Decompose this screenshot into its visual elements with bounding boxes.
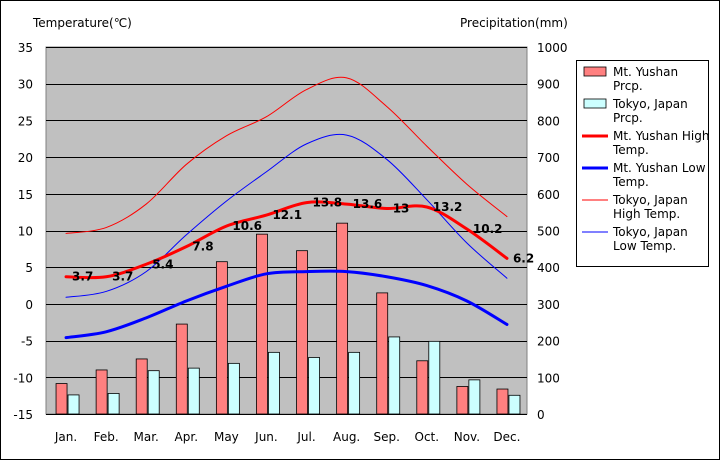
left-tick-label: 15 bbox=[18, 188, 33, 202]
left-tick-label: -5 bbox=[21, 335, 33, 349]
right-tick-label: 300 bbox=[537, 298, 560, 312]
right-tick-label: 1000 bbox=[537, 41, 568, 55]
data-labels: 3.7 3.7 5.4 7.8 10.6 12.1 13.8 13.6 13 13.2 10.2 6.… bbox=[72, 196, 534, 284]
data-label-high-temp: 13.2 bbox=[433, 200, 463, 214]
legend-label: Mt. Yushan Low bbox=[613, 161, 706, 175]
bar-tokyo-prcp bbox=[308, 357, 320, 415]
data-label-high-temp: 7.8 bbox=[192, 240, 213, 254]
bars bbox=[55, 222, 521, 415]
left-tick-label: -10 bbox=[13, 371, 33, 385]
right-axis-title: Precipitation(mm) bbox=[460, 16, 568, 30]
bar-mt-yushan-prcp bbox=[496, 388, 509, 415]
data-label-high-temp: 10.2 bbox=[473, 222, 503, 236]
x-tick-label: Apr. bbox=[175, 430, 198, 444]
legend-label: Mt. Yushan bbox=[613, 65, 678, 79]
data-label-high-temp: 13.8 bbox=[313, 196, 343, 210]
left-tick-label: 25 bbox=[18, 114, 33, 128]
left-tick-label: -15 bbox=[13, 408, 33, 422]
bar-tokyo-prcp bbox=[388, 336, 401, 415]
bar-mt-yushan-prcp bbox=[135, 358, 148, 415]
right-tick-label: 200 bbox=[537, 335, 560, 349]
left-tick-label: 10 bbox=[18, 225, 33, 239]
bar-tokyo-prcp bbox=[227, 362, 240, 415]
bar-tokyo-prcp bbox=[268, 351, 280, 415]
x-tick-label: Jun. bbox=[254, 430, 278, 444]
bar-mt-yushan-prcp bbox=[215, 261, 228, 415]
x-tick-label: Jul. bbox=[296, 430, 315, 444]
bar-mt-yushan-prcp bbox=[95, 369, 108, 415]
bar-mt-yushan-prcp bbox=[256, 233, 268, 415]
right-tick-label: 600 bbox=[537, 188, 560, 202]
bar-mt-yushan-prcp bbox=[376, 292, 389, 415]
bar-mt-yushan-prcp bbox=[336, 222, 349, 415]
line-tokyo-japan-high-temp bbox=[65, 76, 508, 234]
x-tick-label: Mar. bbox=[134, 430, 159, 444]
bar-tokyo-prcp bbox=[428, 340, 441, 415]
data-label-high-temp: 13 bbox=[393, 201, 410, 215]
legend-label: Temp. bbox=[612, 175, 649, 189]
left-tick-label: 35 bbox=[18, 41, 33, 55]
left-tick-label: 30 bbox=[18, 78, 33, 92]
plot-area bbox=[45, 46, 528, 415]
right-tick-label: 700 bbox=[537, 151, 560, 165]
x-tick-label: May bbox=[214, 430, 239, 444]
data-label-high-temp: 3.7 bbox=[112, 270, 133, 284]
data-label-high-temp: 3.7 bbox=[72, 270, 93, 284]
x-tick-label: Jan. bbox=[54, 430, 77, 444]
legend-label: Tokyo, Japan bbox=[612, 225, 688, 239]
bar-mt-yushan-prcp bbox=[175, 323, 188, 415]
bar-tokyo-prcp bbox=[107, 393, 120, 415]
bar-mt-yushan-prcp bbox=[456, 386, 469, 415]
legend-label: Tokyo, Japan bbox=[612, 193, 688, 207]
gridlines bbox=[46, 47, 527, 415]
data-label-high-temp: 13.6 bbox=[353, 197, 383, 211]
x-tick-label: Oct. bbox=[415, 430, 440, 444]
legend-label: Tokyo, Japan bbox=[612, 97, 688, 111]
x-tick-label: Dec. bbox=[493, 430, 520, 444]
right-tick-label: 100 bbox=[537, 371, 560, 385]
right-tick-label: 900 bbox=[537, 78, 560, 92]
legend-swatch bbox=[583, 66, 607, 77]
legend-label: High Temp. bbox=[613, 207, 680, 221]
bar-tokyo-prcp bbox=[508, 394, 521, 415]
x-tick-label: Sep. bbox=[373, 430, 399, 444]
legend-label: Prcp. bbox=[613, 79, 643, 93]
axes: -15 -10 -5 0 5 10 15 20 25 30 35 0 100 200 300 400 500 60… bbox=[13, 41, 567, 444]
legend-swatch bbox=[583, 98, 607, 109]
right-tick-label: 500 bbox=[537, 225, 560, 239]
line-tokyo-japan-low-temp bbox=[65, 133, 508, 298]
lines bbox=[64, 76, 509, 340]
x-tick-label: Nov. bbox=[454, 430, 480, 444]
legend-label: Temp. bbox=[612, 143, 649, 157]
right-tick-label: 800 bbox=[537, 114, 560, 128]
line-mt-yushan-high-temp bbox=[64, 200, 509, 280]
legend-label: Prcp. bbox=[613, 111, 643, 125]
right-tick-label: 0 bbox=[537, 408, 545, 422]
left-axis-title: Temperature(℃) bbox=[32, 16, 132, 30]
data-label-high-temp: 10.6 bbox=[232, 219, 262, 233]
x-tick-label: Aug. bbox=[333, 430, 360, 444]
legend-label: Low Temp. bbox=[613, 239, 676, 253]
data-label-high-temp: 5.4 bbox=[152, 257, 173, 271]
bar-mt-yushan-prcp bbox=[416, 360, 429, 415]
left-tick-label: 5 bbox=[25, 261, 33, 275]
bar-tokyo-prcp bbox=[348, 351, 361, 415]
bar-mt-yushan-prcp bbox=[55, 383, 68, 415]
data-label-high-temp: 12.1 bbox=[272, 208, 302, 222]
legend-label: Mt. Yushan High bbox=[613, 129, 709, 143]
line-mt-yushan-low-temp bbox=[64, 269, 509, 340]
bar-tokyo-prcp bbox=[187, 367, 200, 415]
bar-mt-yushan-prcp bbox=[296, 250, 308, 415]
left-tick-label: 0 bbox=[25, 298, 33, 312]
data-label-high-temp: 6.2 bbox=[513, 251, 534, 265]
x-tick-label: Feb. bbox=[94, 430, 119, 444]
bar-tokyo-prcp bbox=[468, 379, 481, 415]
bar-tokyo-prcp bbox=[67, 394, 80, 415]
left-tick-label: 20 bbox=[18, 151, 33, 165]
bar-tokyo-prcp bbox=[147, 370, 160, 415]
right-tick-label: 400 bbox=[537, 261, 560, 275]
